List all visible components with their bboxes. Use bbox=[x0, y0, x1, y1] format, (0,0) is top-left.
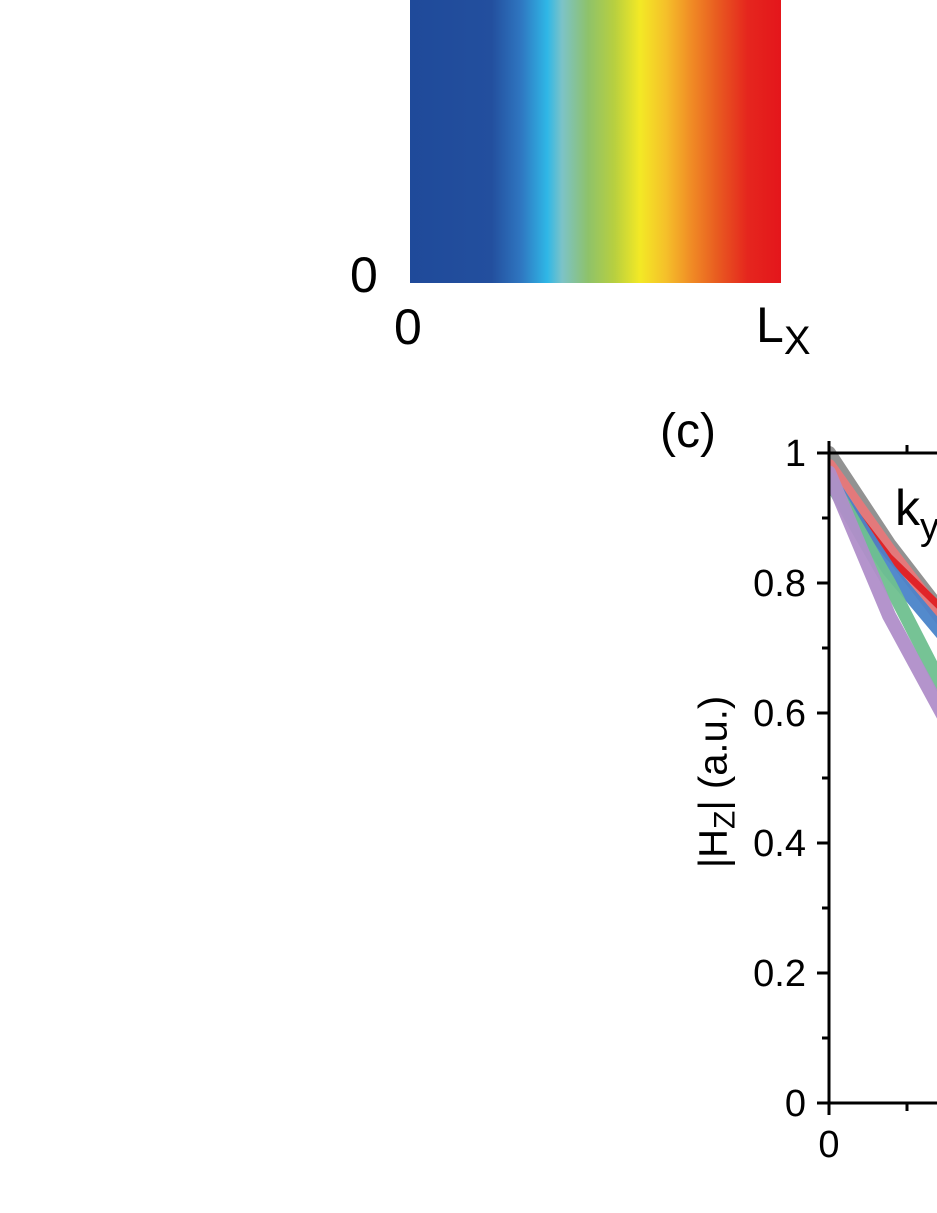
y-tick-label: 0.4 bbox=[753, 823, 806, 865]
series-line-purple bbox=[829, 465, 937, 719]
y-tick-label: 0 bbox=[785, 1083, 806, 1125]
y-tick-label: 0.2 bbox=[753, 953, 806, 995]
y-tick-label: 1 bbox=[785, 433, 806, 475]
series-line-green bbox=[829, 472, 937, 692]
y-tick-label: 0.8 bbox=[753, 563, 806, 605]
axes-layer: 0 0.2 0.4 0.6 0.8 1 0 bbox=[753, 433, 937, 1166]
colormap-y0-label: 0 bbox=[350, 247, 378, 303]
colormap-xend-label: LX bbox=[756, 297, 811, 363]
x-tick-label: 0 bbox=[818, 1124, 839, 1166]
y-tick-label: 0.6 bbox=[753, 693, 806, 735]
series-line-red bbox=[829, 475, 937, 609]
colormap-x0-label: 0 bbox=[394, 299, 422, 355]
colormap-image bbox=[410, 0, 781, 283]
series-layer bbox=[829, 446, 937, 719]
inset-annotation: ky bbox=[895, 480, 937, 548]
panel-label: (c) bbox=[660, 405, 716, 458]
series-line-light_red bbox=[829, 459, 937, 625]
